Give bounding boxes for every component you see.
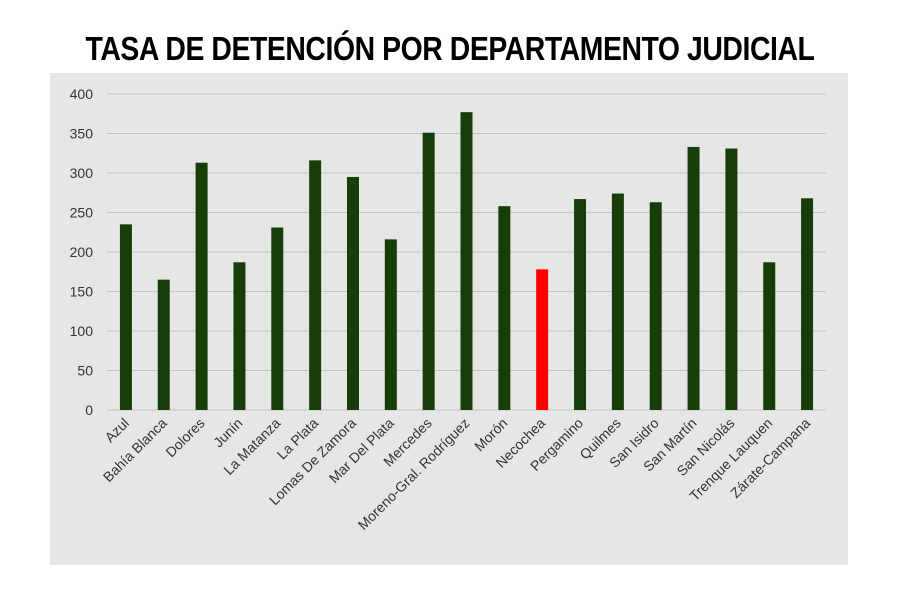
bar-san-nicol-s bbox=[725, 148, 738, 410]
y-tick-label: 300 bbox=[70, 165, 94, 181]
bar-san-isidro bbox=[649, 202, 662, 410]
bar-jun-n bbox=[233, 262, 246, 410]
x-tick-label: Azul bbox=[101, 415, 132, 446]
y-tick-label: 100 bbox=[70, 323, 94, 339]
y-tick-label: 400 bbox=[70, 86, 94, 102]
bar-mar-del-plata bbox=[384, 239, 397, 410]
bar-la-matanza bbox=[271, 227, 284, 410]
bar-la-plata bbox=[309, 160, 322, 410]
bar-dolores bbox=[195, 162, 208, 410]
bar-azul bbox=[119, 224, 132, 410]
chart-title: TASA DE DETENCIÓN POR DEPARTAMENTO JUDIC… bbox=[85, 30, 815, 67]
bar-mercedes bbox=[422, 132, 435, 410]
bar-lomas-de-zamora bbox=[346, 176, 359, 410]
y-tick-label: 50 bbox=[77, 363, 93, 379]
x-tick-label: Junín bbox=[210, 415, 246, 451]
bar-quilmes bbox=[611, 193, 624, 410]
bar-z-rate-campana bbox=[801, 198, 814, 410]
plot-background bbox=[50, 73, 848, 565]
y-tick-label: 0 bbox=[85, 402, 93, 418]
bar-san-mart-n bbox=[687, 146, 700, 410]
y-tick-label: 200 bbox=[70, 244, 94, 260]
bar-mor-n bbox=[498, 206, 511, 410]
bar-bah-a-blanca bbox=[157, 279, 170, 410]
bar-pergamino bbox=[574, 199, 587, 410]
bar-necochea bbox=[536, 269, 549, 410]
bar-trenque-lauquen bbox=[763, 262, 776, 410]
y-tick-label: 250 bbox=[70, 205, 94, 221]
y-tick-label: 350 bbox=[70, 126, 94, 142]
x-tick-label: Dolores bbox=[162, 415, 207, 460]
y-tick-label: 150 bbox=[70, 284, 94, 300]
bar-moreno-gral-rodr-guez bbox=[460, 112, 473, 411]
